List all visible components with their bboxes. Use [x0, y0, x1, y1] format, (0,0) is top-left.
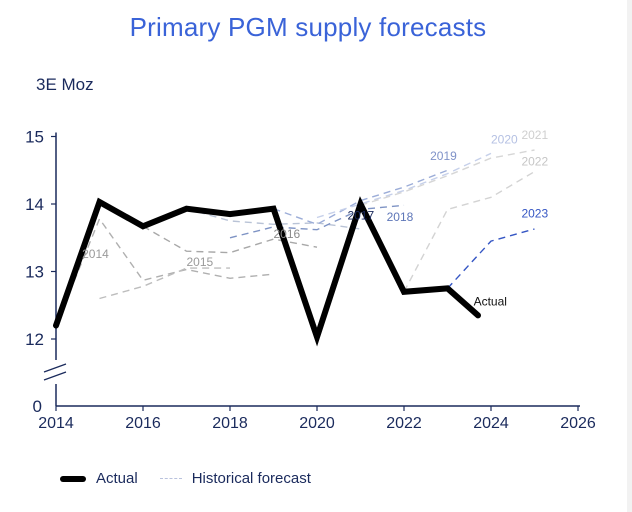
- x-tick-label: 2024: [473, 415, 509, 432]
- x-tick-label: 2018: [212, 415, 248, 432]
- y-tick-label: 14: [25, 195, 44, 214]
- legend-label-historical-forecast: Historical forecast: [191, 470, 311, 487]
- actual-series: [53, 196, 481, 347]
- forecast-line-2019: [273, 169, 448, 226]
- y-axis-break-mark-2: [43, 371, 67, 381]
- y-tick-label: 15: [25, 128, 44, 147]
- forecast-lines: [55, 149, 535, 326]
- x-tick-label: 2020: [299, 415, 335, 432]
- legend-label-actual: Actual: [96, 470, 138, 487]
- legend-swatch-actual: [60, 475, 86, 482]
- x-tick-label: 2022: [386, 415, 422, 432]
- series-label-2021: 2021: [521, 128, 548, 142]
- legend-item-historical-forecast: Historical forecast: [159, 470, 311, 487]
- legend-item-actual: Actual: [60, 470, 138, 487]
- y-tick-label: 12: [25, 330, 44, 349]
- forecast-line-2015: [99, 267, 230, 300]
- forecast-line-2023: [446, 228, 535, 289]
- y-tick-label-zero: 0: [33, 397, 42, 416]
- actual-line: [53, 196, 481, 347]
- forecast-line-2021: [360, 149, 535, 206]
- forecast-line-2018: [229, 204, 405, 239]
- series-label-2018: 2018: [387, 210, 414, 224]
- series-label-2017: 2017: [347, 209, 374, 223]
- series-label-actual: Actual: [474, 294, 507, 308]
- series-label-2019: 2019: [430, 149, 457, 163]
- series-label-2016: 2016: [274, 227, 301, 241]
- forecast-line-2022: [403, 170, 535, 293]
- y-axis-unit-label: 3E Moz: [36, 75, 94, 94]
- series-labels: 2014 2015 2016 2017 2018 2019 2020 2021 2022 2023…: [82, 128, 548, 308]
- legend-swatch-historical-forecast: [159, 478, 182, 479]
- x-tick-label: 2014: [38, 415, 74, 432]
- y-tick-label: 13: [25, 263, 44, 282]
- x-tick-label: 2026: [560, 415, 596, 432]
- series-label-2022: 2022: [521, 155, 548, 169]
- legend: Actual Historical forecast: [60, 470, 333, 487]
- series-label-2023: 2023: [521, 207, 548, 221]
- y-axis-break-mark-1: [43, 363, 67, 373]
- series-label-2014: 2014: [82, 247, 109, 261]
- forecast-line-2020: [316, 152, 492, 219]
- chart-title: Primary PGM supply forecasts: [129, 12, 487, 42]
- series-label-2020: 2020: [491, 132, 518, 146]
- series-label-2015: 2015: [187, 255, 214, 269]
- frame-edge: [627, 0, 632, 512]
- forecast-line-2017: [186, 208, 361, 230]
- x-tick-label: 2016: [125, 415, 161, 432]
